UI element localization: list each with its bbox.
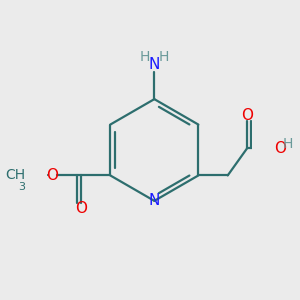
Text: N: N bbox=[148, 57, 160, 72]
Text: O: O bbox=[241, 108, 253, 123]
Text: CH: CH bbox=[6, 168, 26, 182]
Text: O: O bbox=[274, 140, 286, 155]
Text: N: N bbox=[148, 194, 160, 208]
Text: 3: 3 bbox=[19, 182, 26, 192]
Text: H: H bbox=[140, 50, 150, 64]
Text: O: O bbox=[75, 201, 87, 216]
Text: H: H bbox=[282, 137, 292, 151]
Text: H: H bbox=[159, 50, 169, 64]
Text: O: O bbox=[46, 168, 58, 183]
